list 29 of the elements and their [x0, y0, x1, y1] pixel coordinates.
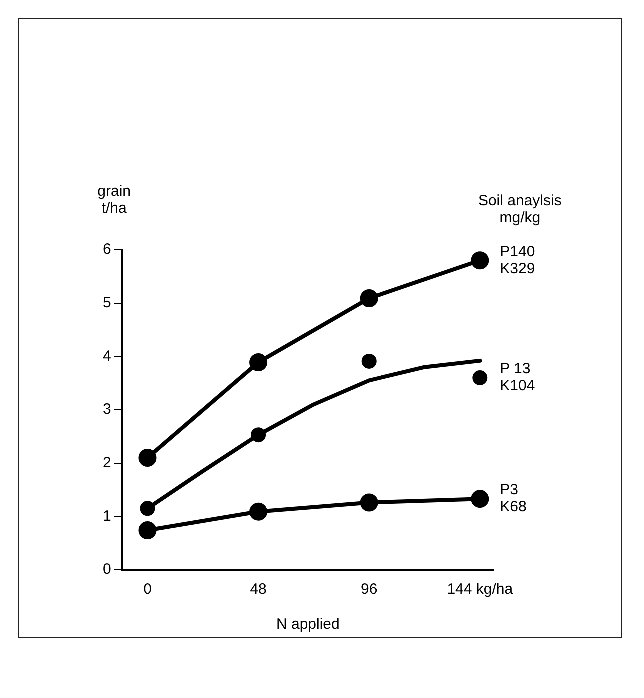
point	[250, 354, 268, 372]
point	[251, 428, 266, 443]
y-axis-title: grain t/ha	[98, 183, 132, 218]
x-tick-label: 96	[361, 581, 378, 598]
point	[472, 370, 488, 386]
x-axis-title: N applied	[276, 616, 340, 634]
point	[471, 490, 490, 508]
x-tick-label: 144 kg/ha	[447, 581, 514, 598]
point	[250, 502, 268, 521]
legend-title: Soil anaylsis mg/kg	[478, 192, 562, 226]
point	[138, 449, 157, 467]
point	[360, 494, 378, 512]
x-tick-label: 0	[144, 581, 152, 598]
point	[140, 501, 156, 516]
y-tick-label: 3	[103, 401, 112, 418]
point	[471, 252, 490, 270]
series-label: P140 K329	[500, 243, 536, 278]
series-label: P3 K68	[500, 482, 527, 516]
y-tick-label: 2	[103, 454, 112, 472]
y-tick-label: 6	[103, 241, 112, 258]
point	[362, 354, 377, 369]
y-tick-label: 1	[103, 508, 112, 525]
x-tick-label: 48	[250, 581, 267, 598]
series-label: P 13 K104	[500, 360, 536, 395]
y-tick-label: 4	[103, 348, 112, 365]
y-tick-label: 5	[103, 294, 112, 312]
point	[138, 522, 157, 540]
point	[360, 290, 378, 308]
y-tick-label: 0	[103, 561, 112, 578]
